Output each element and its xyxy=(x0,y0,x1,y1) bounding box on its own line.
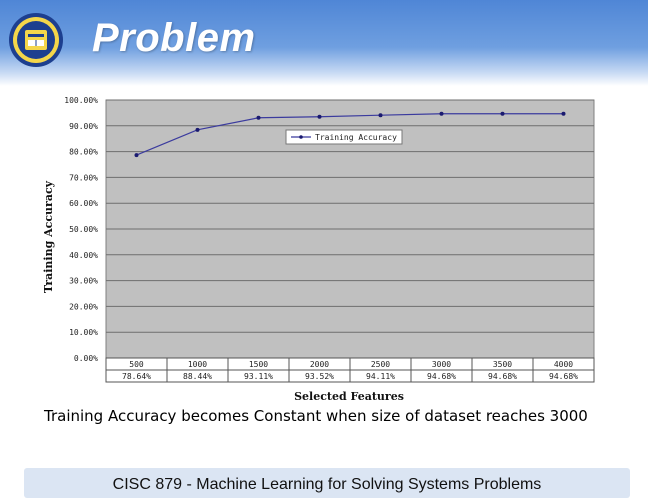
y-tick-label: 100.00% xyxy=(64,96,98,105)
y-tick-label: 30.00% xyxy=(69,277,98,286)
data-value-label: 94.68% xyxy=(488,372,517,381)
slide-caption: Training Accuracy becomes Constant when … xyxy=(44,407,588,425)
data-value-label: 78.64% xyxy=(122,372,151,381)
slide-title: Problem xyxy=(92,16,256,60)
data-value-label: 93.52% xyxy=(305,372,334,381)
y-tick-label: 20.00% xyxy=(69,302,98,311)
y-tick-label: 40.00% xyxy=(69,251,98,260)
legend-marker xyxy=(299,135,303,139)
data-point xyxy=(378,113,383,118)
x-category-label: 1000 xyxy=(188,360,207,369)
y-tick-label: 90.00% xyxy=(69,122,98,131)
data-point xyxy=(134,153,139,158)
x-axis-title: Selected Features xyxy=(294,390,404,403)
data-value-label: 94.11% xyxy=(366,372,395,381)
x-category-label: 2500 xyxy=(371,360,390,369)
line-chart: Training Accuracy Selected Features 0.00… xyxy=(38,90,608,408)
data-point xyxy=(317,114,322,119)
data-point xyxy=(500,111,505,116)
data-point xyxy=(561,111,566,116)
y-tick-label: 70.00% xyxy=(69,173,98,182)
university-seal-logo xyxy=(9,13,63,67)
y-tick-label: 0.00% xyxy=(74,354,98,363)
data-point xyxy=(439,111,444,116)
x-category-label: 2000 xyxy=(310,360,329,369)
y-axis-title: Training Accuracy xyxy=(42,180,55,293)
x-category-label: 3500 xyxy=(493,360,512,369)
legend-entry-label: Training Accuracy xyxy=(315,133,397,142)
data-value-label: 94.68% xyxy=(549,372,578,381)
x-category-label: 4000 xyxy=(554,360,573,369)
x-category-label: 1500 xyxy=(249,360,268,369)
data-value-label: 93.11% xyxy=(244,372,273,381)
x-category-label: 3000 xyxy=(432,360,451,369)
data-value-label: 88.44% xyxy=(183,372,212,381)
slide-header: Problem xyxy=(0,0,648,86)
y-tick-label: 80.00% xyxy=(69,148,98,157)
x-category-label: 500 xyxy=(129,360,144,369)
footer-text: CISC 879 - Machine Learning for Solving … xyxy=(112,476,542,493)
data-point xyxy=(195,127,200,132)
chart-svg: Training Accuracy Selected Features 0.00… xyxy=(42,96,595,403)
data-point xyxy=(256,115,261,120)
y-tick-label: 10.00% xyxy=(69,328,98,337)
data-value-label: 94.68% xyxy=(427,372,456,381)
series-line-training-accuracy xyxy=(136,113,564,156)
legend-box xyxy=(285,129,403,145)
y-tick-label: 50.00% xyxy=(69,225,98,234)
y-tick-label: 60.00% xyxy=(69,199,98,208)
footer-bar: CISC 879 - Machine Learning for Solving … xyxy=(24,468,630,498)
